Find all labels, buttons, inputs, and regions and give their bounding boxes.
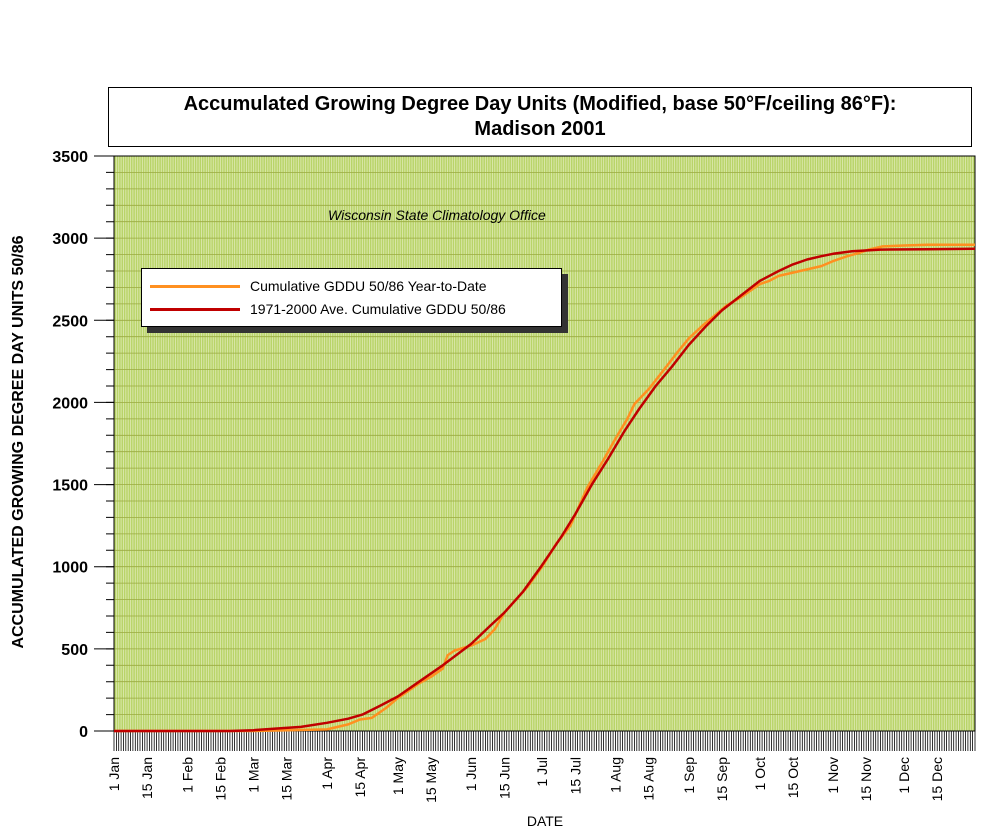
y-tick-label: 1500	[52, 478, 88, 495]
x-tick-label: 15 Feb	[212, 757, 228, 801]
x-tick-label: 15 Apr	[352, 757, 368, 798]
y-axis: 0 500 1000 1500 2000 2500 3000 3500	[52, 149, 114, 741]
y-tick-label: 500	[61, 642, 88, 659]
series-layer	[114, 243, 976, 733]
y-axis-label: ACCUMULATED GROWING DEGREE DAY UNITS 50/…	[10, 235, 27, 649]
x-tick-label: 1 Jan	[106, 757, 122, 791]
legend-label-average: 1971-2000 Ave. Cumulative GDDU 50/86	[250, 301, 506, 317]
y-tick-label: 1000	[52, 560, 88, 577]
x-tick-label: 1 Mar	[246, 757, 262, 793]
x-tick-label: 1 Jun	[463, 757, 479, 791]
y-tick-label: 0	[79, 724, 88, 741]
annotation-text: Wisconsin State Climatology Office	[328, 207, 546, 223]
y-tick-label: 3500	[52, 149, 88, 166]
legend-swatch-ytd	[150, 284, 240, 288]
series-line-average	[114, 247, 976, 733]
chart-title-line-1: Accumulated Growing Degree Day Units (Mo…	[183, 93, 897, 115]
x-tick-label: 15 Oct	[785, 757, 801, 798]
x-tick-label: 1 Jul	[534, 757, 550, 787]
chart-title-line-2: Madison 2001	[474, 118, 606, 140]
x-tick-label: 1 Oct	[752, 757, 768, 791]
x-tick-label: 15 Jul	[567, 757, 583, 794]
x-tick-label: 15 Jan	[139, 757, 155, 799]
x-tick-label: 15 Jun	[496, 757, 512, 799]
x-tick-label: 15 Dec	[929, 757, 945, 801]
legend: Cumulative GDDU 50/86 Year-to-Date 1971-…	[141, 268, 562, 327]
x-tick-label: 1 Sep	[681, 757, 697, 794]
x-tick-label: 1 Dec	[896, 757, 912, 794]
x-tick-label: 1 Aug	[607, 757, 623, 793]
series-line-ytd	[114, 243, 975, 733]
x-axis: 1 Jan 15 Jan 1 Feb 15 Feb 1 Mar 15 Mar 1 Apr 15…	[106, 731, 976, 803]
legend-item-ytd: Cumulative GDDU 50/86 Year-to-Date	[150, 277, 487, 295]
chart-title: Accumulated Growing Degree Day Units (Mo…	[108, 87, 972, 147]
x-tick-label: 15 Aug	[641, 757, 657, 801]
x-axis-label: DATE	[526, 813, 564, 829]
x-tick-label: 1 Nov	[825, 757, 841, 794]
legend-item-average: 1971-2000 Ave. Cumulative GDDU 50/86	[150, 300, 506, 318]
y-tick-label: 2500	[52, 313, 88, 330]
x-tick-label: 15 Nov	[858, 757, 874, 801]
y-tick-label: 3000	[52, 231, 88, 248]
legend-swatch-average	[150, 307, 240, 311]
x-tick-label: 15 Mar	[279, 757, 295, 801]
x-daily-ticks	[113, 731, 976, 751]
x-tick-label: 1 Apr	[319, 757, 335, 790]
y-tick-label: 2000	[52, 395, 88, 412]
x-tick-label: 15 Sep	[714, 757, 730, 802]
x-tick-label: 1 May	[390, 757, 406, 795]
x-tick-label: 1 Feb	[179, 757, 195, 793]
y-minor-ticks	[106, 155, 114, 732]
x-tick-label: 15 May	[423, 757, 439, 803]
legend-label-ytd: Cumulative GDDU 50/86 Year-to-Date	[250, 278, 487, 294]
